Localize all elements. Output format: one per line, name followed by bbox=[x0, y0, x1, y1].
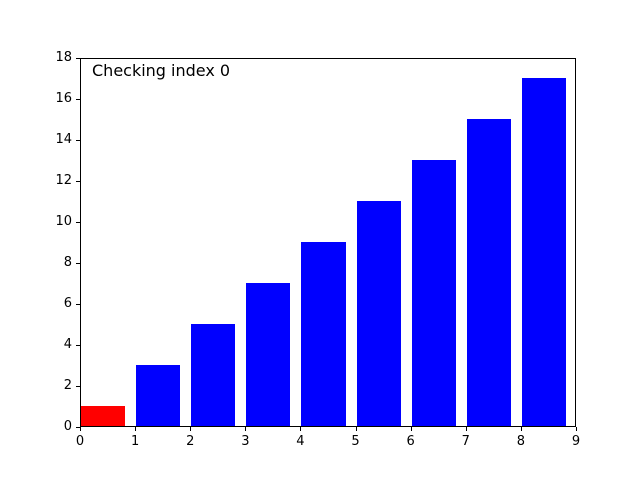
y-tick-mark bbox=[76, 58, 80, 59]
x-tick-mark bbox=[465, 427, 467, 431]
bar-x8 bbox=[521, 77, 566, 426]
y-tick-label: 0 bbox=[63, 419, 72, 434]
x-tick-label: 0 bbox=[75, 434, 85, 449]
y-tick-label: 10 bbox=[55, 214, 72, 229]
y-tick-mark bbox=[76, 222, 80, 223]
y-tick-label: 8 bbox=[63, 255, 72, 270]
y-tick-mark bbox=[76, 181, 80, 182]
x-tick-label: 7 bbox=[461, 434, 470, 449]
y-tick-label: 18 bbox=[55, 50, 72, 65]
bars-container bbox=[81, 59, 575, 426]
annotation-text: Checking index 0 bbox=[92, 61, 231, 80]
x-tick-label: 5 bbox=[351, 434, 360, 449]
x-tick-mark bbox=[80, 427, 81, 431]
bar-x4 bbox=[301, 241, 346, 426]
plot-area: Checking index 0 bbox=[80, 58, 576, 427]
y-tick-mark bbox=[76, 345, 80, 346]
y-tick-label: 14 bbox=[55, 132, 72, 147]
x-tick-label: 1 bbox=[130, 434, 140, 449]
y-tick-mark bbox=[76, 304, 80, 305]
x-tick-label: 3 bbox=[241, 434, 250, 449]
x-tick-mark bbox=[300, 427, 302, 431]
x-tick-mark bbox=[135, 427, 137, 431]
y-tick-mark bbox=[76, 427, 80, 428]
bar-x3 bbox=[246, 282, 291, 426]
x-tick-mark bbox=[410, 427, 412, 431]
y-tick-label: 6 bbox=[63, 296, 72, 311]
y-tick-mark bbox=[76, 263, 80, 264]
x-tick-label: 4 bbox=[296, 434, 305, 449]
y-tick-mark bbox=[76, 99, 80, 100]
x-tick-mark bbox=[355, 427, 357, 431]
bar-x6 bbox=[411, 159, 456, 426]
x-tick-mark bbox=[576, 427, 577, 431]
y-tick-label: 16 bbox=[55, 91, 72, 106]
y-tick-mark bbox=[76, 140, 80, 141]
y-tick-label: 12 bbox=[55, 173, 72, 188]
x-tick-mark bbox=[245, 427, 247, 431]
x-tick-label: 2 bbox=[186, 434, 195, 449]
x-tick-mark bbox=[520, 427, 522, 431]
y-tick-label: 4 bbox=[63, 337, 72, 352]
bar-x0 bbox=[81, 405, 126, 426]
x-tick-label: 8 bbox=[516, 434, 526, 449]
y-tick-label: 2 bbox=[63, 378, 72, 393]
y-tick-mark bbox=[76, 386, 80, 387]
x-tick-label: 6 bbox=[406, 434, 415, 449]
bar-x7 bbox=[466, 118, 511, 426]
bar-x2 bbox=[191, 323, 236, 426]
x-tick-mark bbox=[190, 427, 192, 431]
bar-x1 bbox=[136, 364, 181, 426]
bar-x5 bbox=[356, 200, 401, 426]
x-tick-label: 9 bbox=[571, 434, 581, 449]
